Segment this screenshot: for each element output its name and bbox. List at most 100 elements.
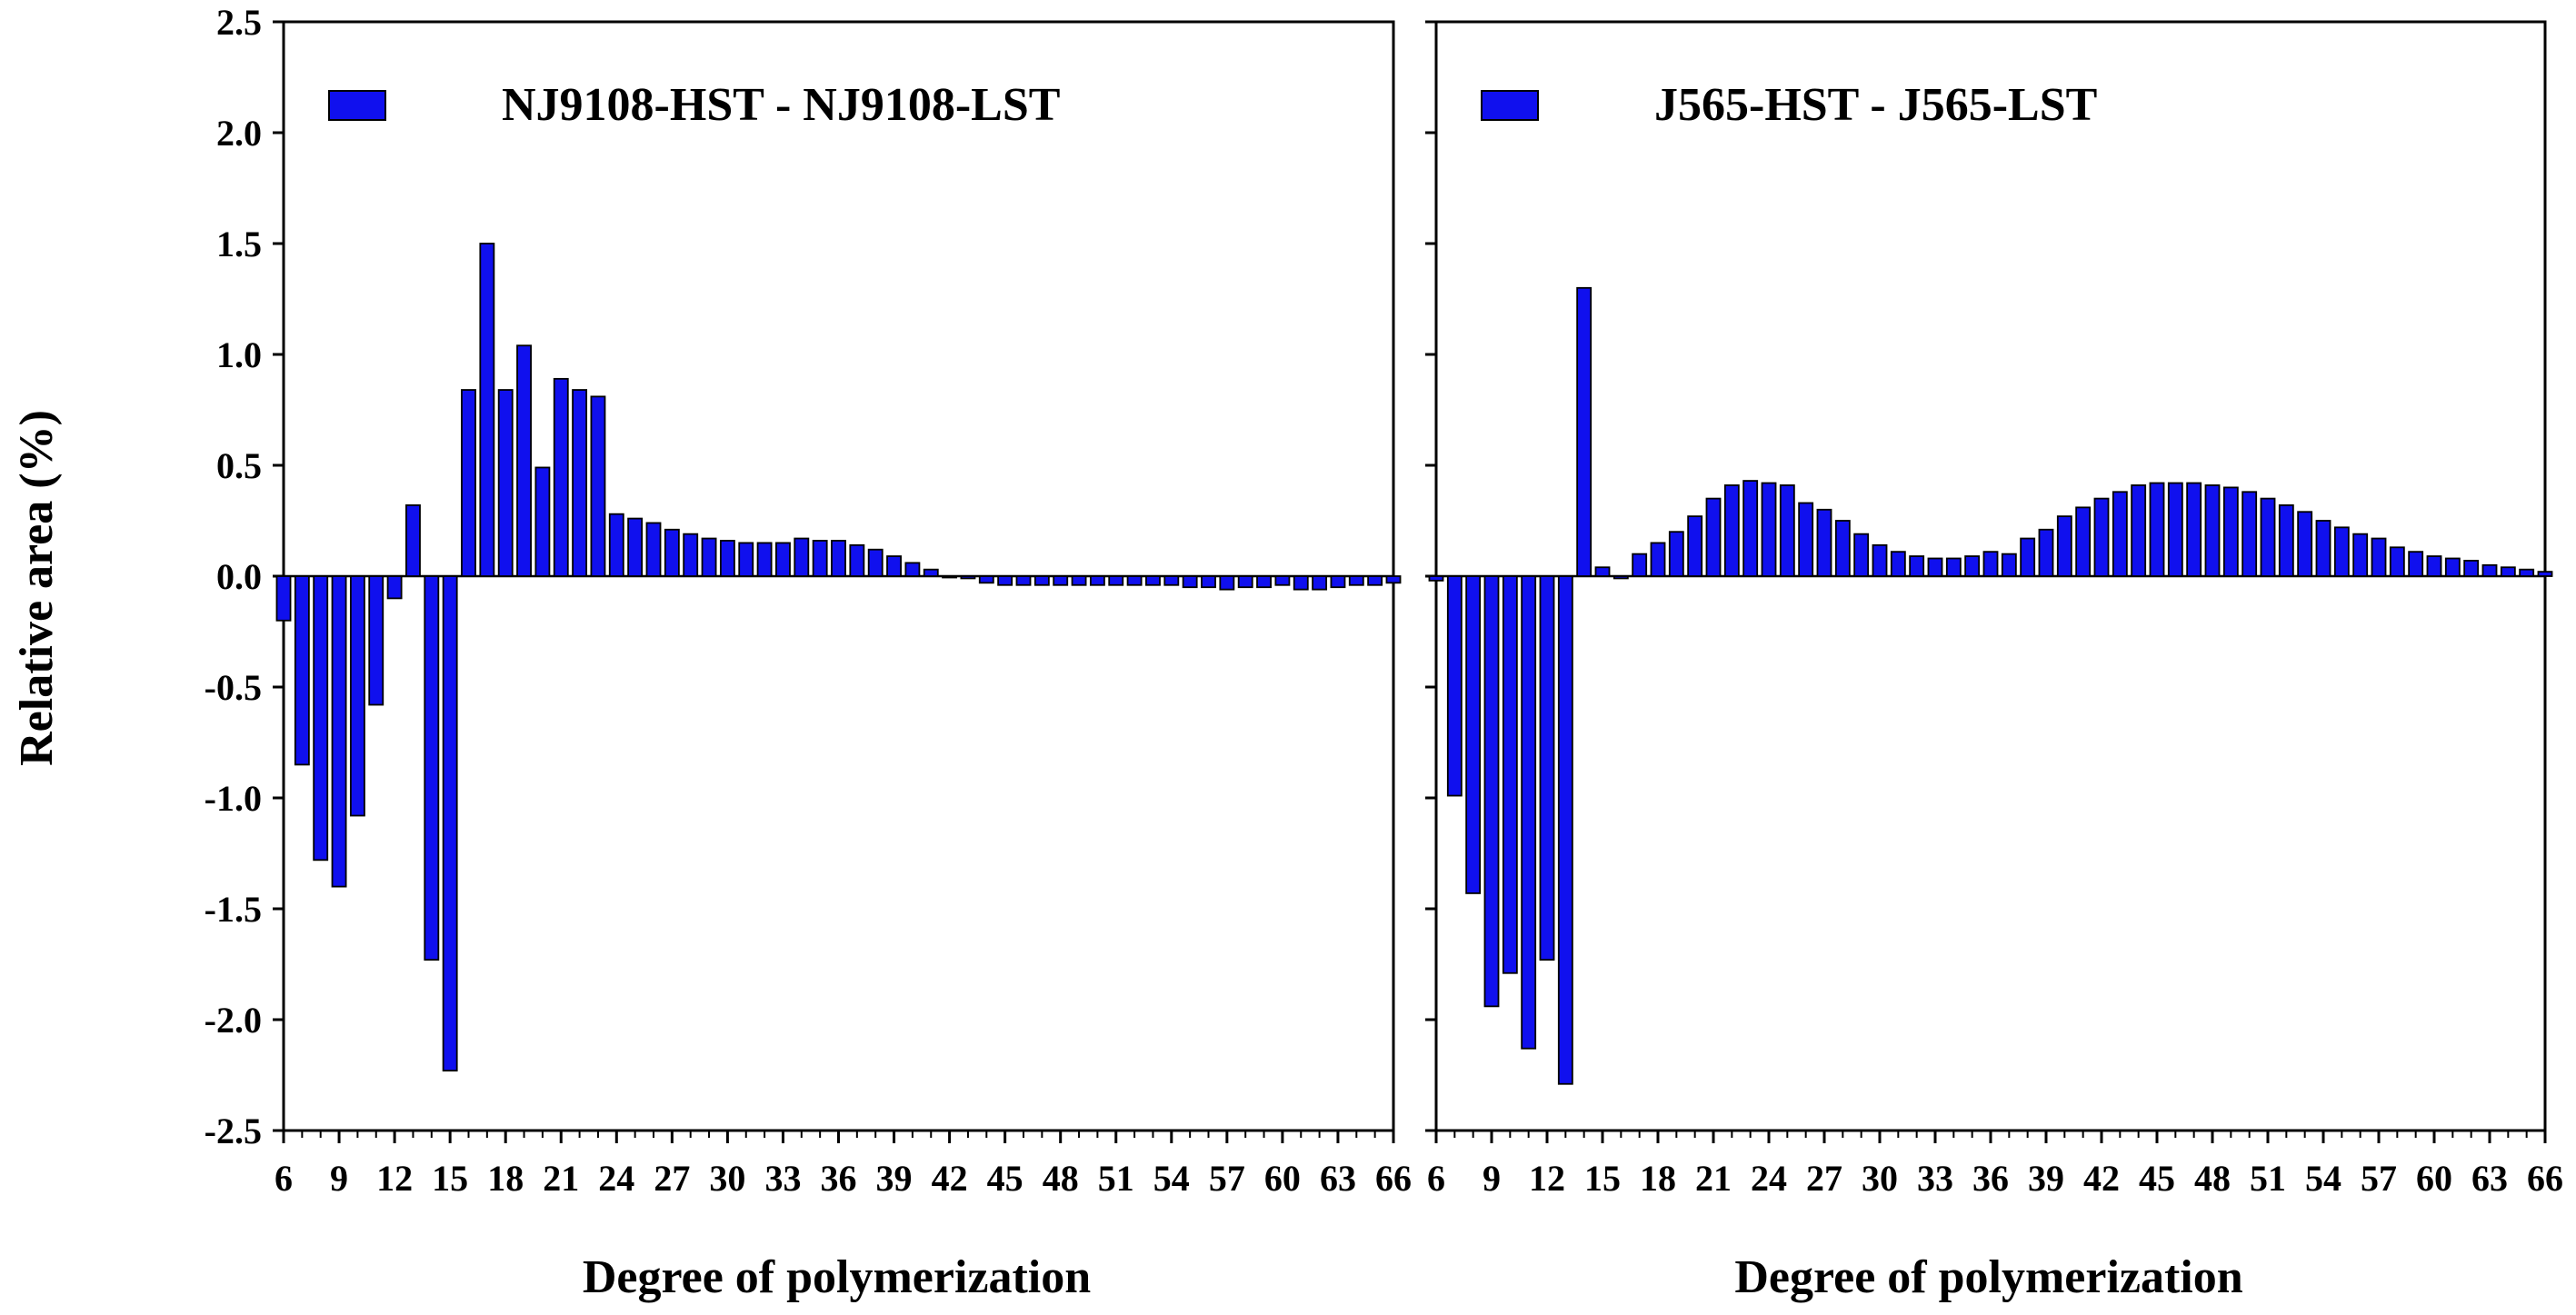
bar — [294, 575, 310, 766]
bar — [1521, 575, 1537, 1050]
bar — [2260, 497, 2276, 577]
x-tick-label: 42 — [2083, 1158, 2120, 1199]
bar — [1330, 575, 1346, 589]
legend-label-right: J565-HST - J565-LST — [1654, 79, 2097, 131]
bar — [1909, 555, 1925, 577]
bar — [756, 542, 773, 577]
bar — [461, 389, 476, 577]
bar — [424, 575, 440, 961]
y-tick-label: -1.5 — [205, 889, 262, 930]
bar — [1348, 575, 1364, 586]
bar — [886, 555, 902, 577]
y-tick-label: -2.0 — [205, 1000, 262, 1041]
x-tick-label: 66 — [1375, 1158, 1412, 1199]
bar — [794, 537, 810, 577]
bar — [812, 540, 828, 577]
x-tick-label: 9 — [1483, 1158, 1501, 1199]
legend-swatch — [328, 90, 386, 121]
x-tick-label: 48 — [1043, 1158, 1079, 1199]
bar — [2149, 482, 2165, 577]
bar — [1219, 575, 1235, 591]
bar — [2093, 497, 2110, 577]
bar — [2463, 560, 2480, 577]
x-tick-label: 12 — [376, 1158, 413, 1199]
x-tick-label: 63 — [2471, 1158, 2508, 1199]
y-axis-title: Relative area (%) — [11, 410, 63, 766]
x-tick-label: 36 — [821, 1158, 857, 1199]
bar — [442, 575, 458, 1072]
bar — [2333, 526, 2350, 577]
x-tick-label: 57 — [2361, 1158, 2397, 1199]
y-tick-label: -2.5 — [205, 1111, 262, 1151]
bar — [1742, 480, 1759, 577]
bar — [608, 513, 624, 577]
x-tick-label: 30 — [1862, 1158, 1898, 1199]
x-tick-label: 66 — [2527, 1158, 2563, 1199]
bar — [2371, 537, 2387, 577]
x-tick-label: 45 — [987, 1158, 1023, 1199]
bar — [331, 575, 347, 888]
bar — [738, 542, 754, 577]
bar — [2426, 555, 2442, 577]
bar — [275, 575, 292, 622]
x-tick-label: 18 — [1640, 1158, 1676, 1199]
bar — [2389, 546, 2405, 577]
bar — [1612, 575, 1629, 580]
legend-swatch — [1481, 90, 1539, 121]
bar — [497, 389, 514, 577]
x-tick-label: 15 — [432, 1158, 468, 1199]
x-tick-label: 27 — [654, 1158, 690, 1199]
bar — [1539, 575, 1555, 961]
x-tick-label: 39 — [876, 1158, 913, 1199]
bar — [2075, 506, 2092, 577]
bar — [2278, 504, 2294, 577]
bar — [1163, 575, 1180, 586]
bar — [1053, 575, 1069, 586]
bar — [553, 377, 569, 577]
x-tick-label: 63 — [1320, 1158, 1356, 1199]
bar — [1071, 575, 1087, 586]
bar — [1945, 557, 1962, 577]
bar — [368, 575, 384, 706]
bar — [1816, 508, 1832, 577]
y-tick-label: 2.0 — [216, 113, 262, 154]
y-tick-label: 1.0 — [216, 334, 262, 375]
y-tick-label: -0.5 — [205, 667, 262, 708]
bar — [2167, 482, 2183, 577]
bar — [942, 575, 958, 579]
x-tick-label: 6 — [275, 1158, 293, 1199]
bar — [2131, 484, 2147, 577]
bar — [1015, 575, 1032, 586]
y-tick-label: -1.0 — [205, 778, 262, 819]
legend-label-left: NJ9108-HST - NJ9108-LST — [502, 79, 1060, 131]
bar — [534, 466, 551, 577]
bar — [1293, 575, 1309, 591]
x-tick-label: 36 — [1972, 1158, 2009, 1199]
x-tick-label: 33 — [1917, 1158, 1953, 1199]
bar — [1798, 502, 1814, 577]
bar — [904, 562, 921, 577]
bar — [1779, 484, 1795, 577]
bar — [849, 543, 865, 577]
bar — [831, 540, 846, 577]
bar — [1687, 515, 1703, 577]
bar — [2315, 520, 2331, 577]
x-axis-title: Degree of polymerization — [583, 1251, 1091, 1303]
bar — [479, 243, 495, 577]
bar — [2481, 563, 2498, 577]
bar — [664, 528, 680, 577]
bar — [1108, 575, 1124, 586]
bar — [313, 575, 329, 862]
x-tick-label: 15 — [1584, 1158, 1621, 1199]
x-tick-label: 24 — [598, 1158, 634, 1199]
bar — [1650, 542, 1666, 577]
bar — [1126, 575, 1143, 586]
bar — [2020, 537, 2036, 577]
bar — [2500, 566, 2516, 577]
x-tick-label: 21 — [1695, 1158, 1732, 1199]
bar — [2352, 533, 2369, 577]
bar — [1705, 497, 1722, 577]
bar — [960, 575, 976, 580]
bar — [1557, 575, 1573, 1085]
